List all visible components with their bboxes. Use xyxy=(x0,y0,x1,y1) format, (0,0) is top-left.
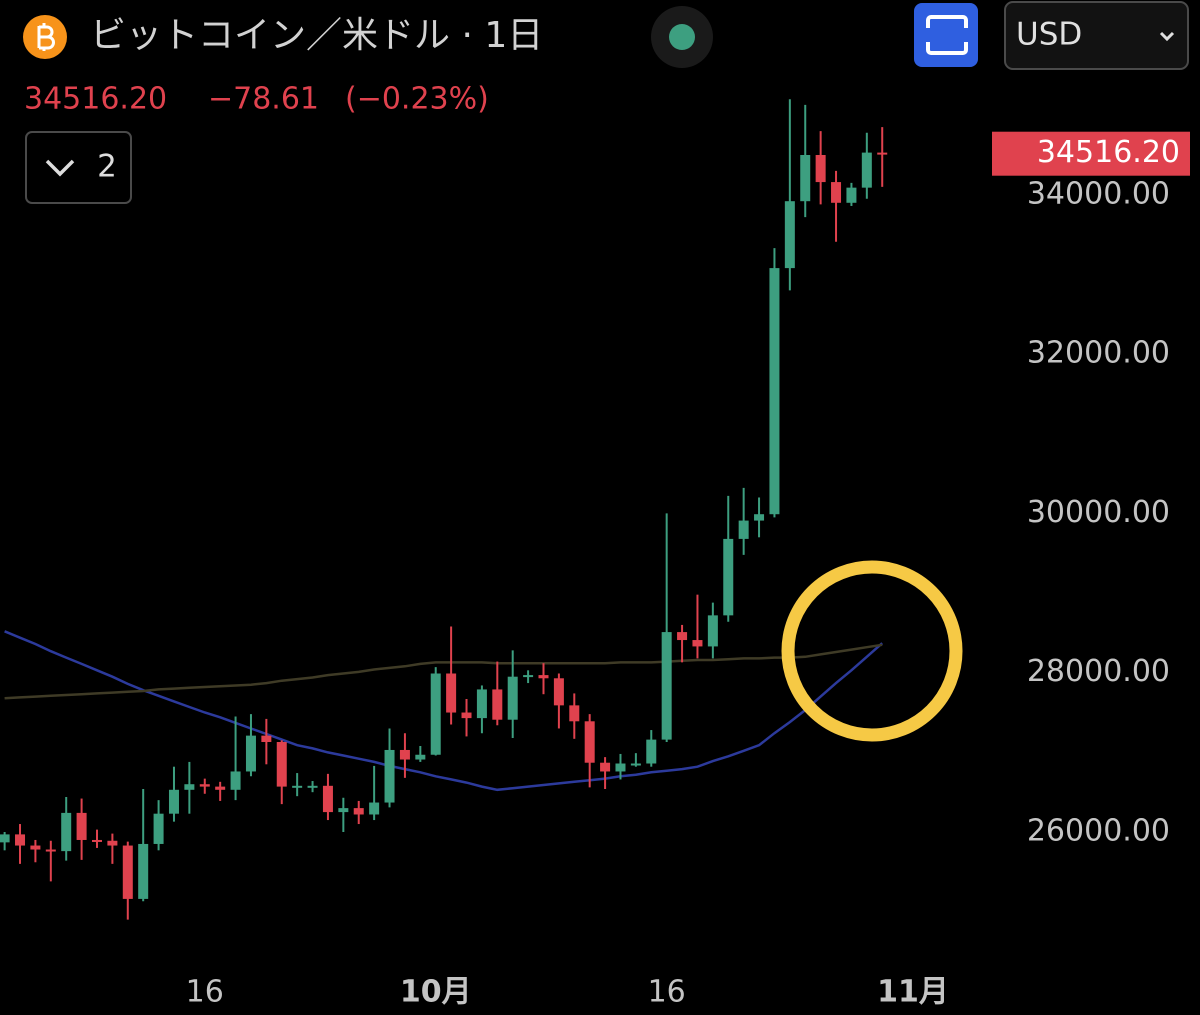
y-tick-label: 26000.00 xyxy=(1027,814,1170,849)
candle-body xyxy=(769,268,780,515)
moving-average-line xyxy=(4,643,883,700)
candle-body xyxy=(861,152,872,188)
candle-body xyxy=(646,739,657,764)
candle-body xyxy=(76,812,87,840)
x-tick-label: 10月 xyxy=(400,975,472,1010)
candle-body xyxy=(677,632,688,641)
candle-body xyxy=(523,675,534,678)
candle-body xyxy=(261,735,272,743)
fullscreen-icon xyxy=(926,15,968,55)
candle-body xyxy=(153,813,164,844)
candle-body xyxy=(399,749,410,760)
x-tick-label: 11月 xyxy=(877,975,949,1010)
candle-body xyxy=(184,784,195,790)
y-tick-label: 28000.00 xyxy=(1027,654,1170,689)
candle-body xyxy=(369,802,380,815)
candle-body xyxy=(553,678,564,706)
dropdown-chevron xyxy=(1159,31,1175,42)
candle-body xyxy=(322,785,333,813)
candle-body xyxy=(584,721,595,763)
candle-body xyxy=(138,843,149,899)
candle-body xyxy=(630,763,641,766)
candle-body xyxy=(215,786,226,790)
candle-body xyxy=(307,785,318,788)
candle-body xyxy=(723,538,734,616)
bitcoin-glyph xyxy=(37,23,55,51)
candle-body xyxy=(199,784,210,787)
highlight-circle xyxy=(781,560,963,742)
symbol-title: ビットコイン／米ドル · 1日 xyxy=(90,15,543,56)
candle-body xyxy=(415,754,426,760)
candle-body xyxy=(168,789,179,814)
candle-body xyxy=(446,673,457,713)
candle-body xyxy=(600,762,611,772)
candle-body xyxy=(245,735,256,772)
moving-average-line xyxy=(4,630,884,792)
candle-body xyxy=(276,742,287,787)
header: ビットコイン／米ドル · 1日 USD 34516.20 −78.61 (−0.… xyxy=(23,1,1189,204)
candle-body xyxy=(292,785,303,788)
candle-body xyxy=(61,812,72,852)
price-label: 34516.20 xyxy=(1037,135,1180,170)
candle-body xyxy=(353,808,364,815)
y-tick-label: 34000.00 xyxy=(1027,176,1170,211)
candle-body xyxy=(707,615,718,647)
candle-body xyxy=(476,689,487,719)
x-tick-label: 16 xyxy=(648,975,686,1010)
candle-body xyxy=(815,154,826,183)
candle-body xyxy=(338,808,349,813)
candle-body xyxy=(430,673,441,755)
y-tick-label: 30000.00 xyxy=(1027,495,1170,530)
candle-body xyxy=(877,152,888,155)
candle-body xyxy=(846,187,857,203)
candle-body xyxy=(738,520,749,539)
candle-body xyxy=(30,845,41,850)
candle-body xyxy=(122,845,133,899)
last-price: 34516.20 xyxy=(24,82,167,117)
candle-body xyxy=(230,771,241,790)
candle-body xyxy=(538,675,549,679)
candle-body xyxy=(0,834,10,843)
currency-dropdown[interactable] xyxy=(1004,1,1189,70)
candle-body xyxy=(784,201,795,269)
price-change: −78.61 xyxy=(208,82,319,117)
x-tick-label: 16 xyxy=(186,975,224,1010)
candle-body xyxy=(692,640,703,647)
plot-area xyxy=(0,99,888,920)
candle-body xyxy=(831,182,842,203)
toggle-chevron xyxy=(45,159,75,177)
candle-body xyxy=(15,834,26,846)
candle-body xyxy=(661,632,672,740)
candle-body xyxy=(754,514,765,521)
currency-label: USD xyxy=(1016,17,1082,53)
price-change-percent: (−0.23%) xyxy=(345,82,489,117)
candle-body xyxy=(91,839,102,842)
candle-body xyxy=(107,840,118,846)
candle-body xyxy=(492,689,503,720)
candle-body xyxy=(800,154,811,202)
indicator-count: 2 xyxy=(97,149,117,185)
candle-body xyxy=(569,705,580,722)
fullscreen-button[interactable] xyxy=(914,3,978,67)
price-label-box xyxy=(992,131,1190,176)
candle-body xyxy=(461,712,472,719)
indicators-toggle[interactable] xyxy=(25,131,132,204)
candle-body xyxy=(384,749,395,803)
status-dot xyxy=(669,24,695,50)
candle-body xyxy=(507,676,518,720)
candle-body xyxy=(45,849,56,852)
candle-body xyxy=(615,763,626,772)
y-tick-label: 32000.00 xyxy=(1027,336,1170,371)
